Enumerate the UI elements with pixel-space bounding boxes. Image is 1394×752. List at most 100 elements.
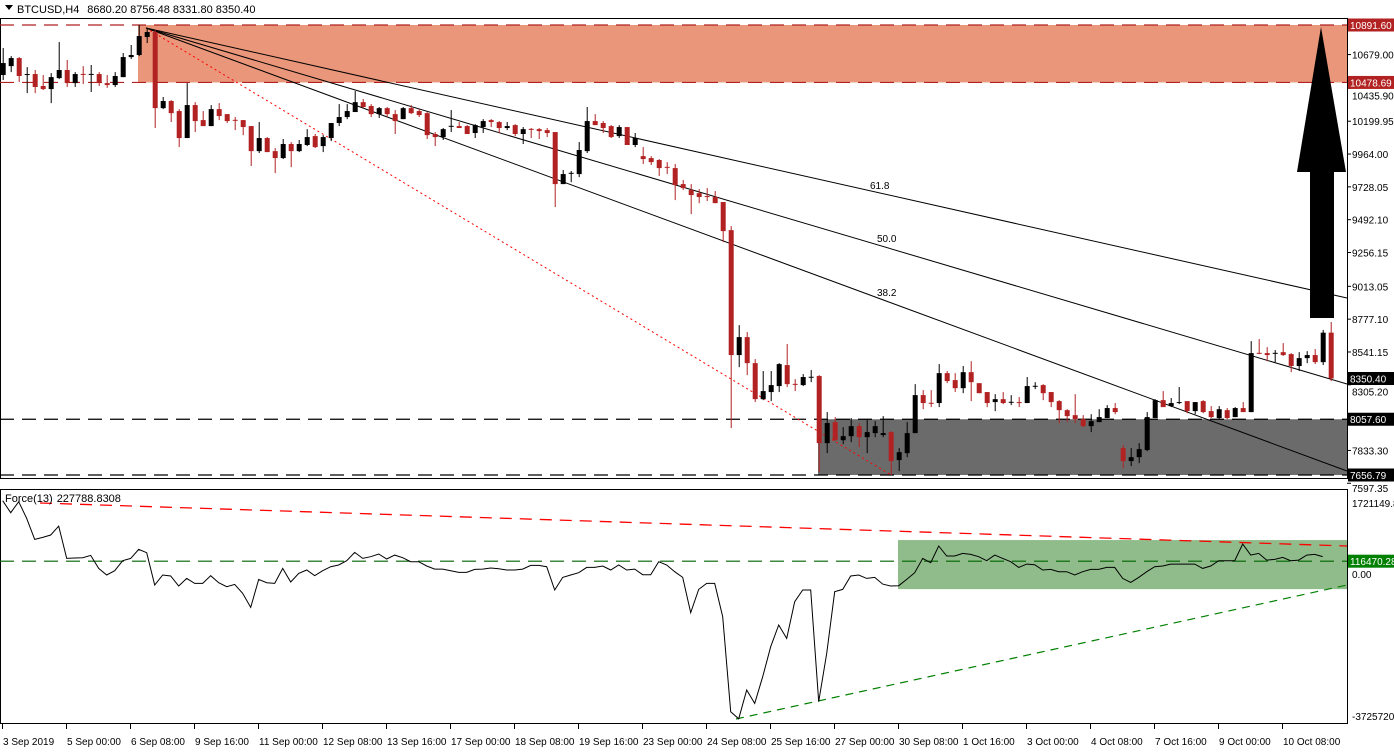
candle (160, 97, 166, 110)
price-tick-label: 9964.00 (1352, 150, 1389, 161)
candle (168, 100, 174, 123)
candle-body (1120, 448, 1126, 462)
time-tick-label: 6 Sep 08:00 (131, 737, 185, 748)
candle (40, 75, 46, 91)
candle (848, 418, 854, 443)
candle (272, 148, 278, 174)
candle-body (952, 380, 958, 389)
candle (32, 70, 38, 94)
candle (528, 128, 534, 139)
candle-body (608, 126, 614, 138)
candle-body (816, 376, 822, 444)
candle (96, 72, 102, 87)
time-tick-label: 11 Sep 00:00 (259, 737, 318, 748)
candle (1288, 353, 1294, 373)
candle (1064, 409, 1070, 423)
candle (264, 137, 270, 153)
candle-body (56, 70, 62, 79)
candle-body (96, 74, 102, 84)
candle-body (536, 129, 542, 132)
candle-body (968, 372, 974, 383)
candle (432, 132, 438, 147)
candle (280, 139, 286, 160)
candle (0, 48, 6, 81)
candle-body (776, 364, 782, 387)
candle-body (0, 63, 6, 76)
candle (288, 142, 294, 168)
candle (56, 42, 62, 80)
candle (8, 56, 14, 73)
time-tick-label: 27 Sep 00:00 (835, 737, 895, 748)
candle (1000, 392, 1006, 405)
candle (912, 384, 918, 434)
candle-body (576, 150, 582, 175)
candle-body (624, 127, 630, 145)
time-tick-label: 19 Sep 16:00 (579, 737, 639, 748)
candle-body (504, 126, 510, 129)
candle (120, 53, 126, 78)
time-tick-label: 23 Sep 00:00 (643, 737, 703, 748)
candle-body (1192, 402, 1198, 412)
candle (728, 226, 734, 429)
candle (888, 431, 894, 476)
time-tick-label: 24 Sep 08:00 (707, 737, 767, 748)
candle (1256, 339, 1262, 355)
candle-body (792, 383, 798, 385)
candle-body (456, 126, 462, 129)
candle (896, 448, 902, 472)
candle-body (832, 422, 838, 441)
fib-fan-38.2-line (145, 27, 1348, 472)
candle (192, 102, 198, 133)
price-tick-label: 9492.10 (1352, 216, 1389, 227)
candle-body (384, 108, 390, 115)
candle (840, 427, 846, 445)
candle-body (1200, 401, 1206, 413)
price-label-resistance: 10891.60 (1350, 21, 1392, 32)
candle-body (736, 337, 742, 356)
price-label-current: 8350.40 (1350, 375, 1387, 386)
candle-body (240, 120, 246, 128)
candle-body (424, 113, 430, 136)
candle (400, 107, 406, 120)
candle-body (40, 86, 46, 90)
price-tick-label: 10435.90 (1352, 91, 1394, 102)
candle (248, 126, 254, 167)
force-indicator-panel: 1721149.8 0.00 -3725720. 116470.28 (0, 489, 1394, 724)
ohlc-values: 8680.20 8756.48 8331.80 8350.40 (87, 4, 255, 16)
price-plot-frame (0, 18, 1348, 479)
candle-body (168, 101, 174, 114)
candle (1200, 400, 1206, 414)
candle (712, 191, 718, 204)
candle-body (1056, 401, 1062, 411)
time-tick-label: 17 Sep 00:00 (451, 737, 511, 748)
candle (224, 114, 230, 124)
candle (880, 416, 886, 438)
candle-body (1176, 402, 1182, 404)
candle-body (1184, 401, 1190, 412)
candle (1032, 382, 1038, 390)
candle (256, 122, 262, 154)
candle (592, 114, 598, 126)
candle-body (760, 391, 766, 400)
candle (1248, 341, 1254, 413)
candle-body (584, 121, 590, 152)
collapse-triangle-icon[interactable] (5, 5, 13, 10)
candle-body (16, 58, 22, 76)
candle-body (488, 120, 494, 123)
candle-body (552, 132, 558, 185)
candle-body (1136, 449, 1142, 458)
candle (776, 363, 782, 393)
candle-body (800, 377, 806, 386)
candle-body (184, 105, 190, 139)
force-tick-label: 0.00 (1352, 570, 1372, 581)
price-label-support-bg (1348, 412, 1394, 426)
fib-label: 61.8 (870, 181, 890, 192)
candle-body (704, 196, 710, 198)
price-label-support-bg (1348, 468, 1394, 482)
force-zone (898, 540, 1347, 590)
price-tick-label: 8541.15 (1352, 348, 1389, 359)
candle (360, 98, 366, 109)
time-tick-label: 13 Sep 16:00 (387, 737, 447, 748)
candle (784, 344, 790, 388)
